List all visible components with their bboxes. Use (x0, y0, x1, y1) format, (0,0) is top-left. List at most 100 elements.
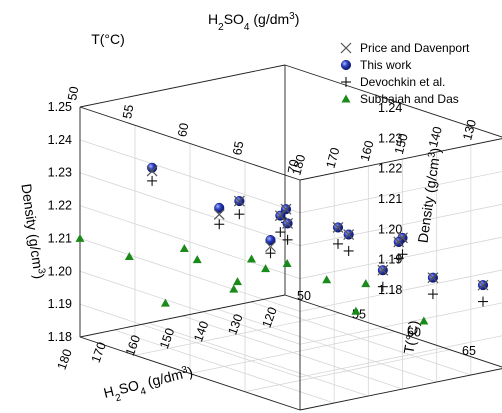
marker-stroke (274, 210, 286, 222)
axis-title-superscript: 3 (426, 151, 438, 158)
tick-h2so4-bottom: 160 (123, 333, 143, 357)
point-price-and-davenport (477, 279, 489, 291)
grid-line (299, 171, 502, 214)
axis-title-part: Density (g/cm (414, 157, 442, 244)
grid-line (189, 331, 396, 374)
grid-line (79, 172, 301, 247)
axis-title-subscript: 2 (114, 392, 122, 404)
grid-line (299, 203, 502, 247)
axis-title-part: ) (427, 147, 443, 154)
tick-density-right: 1.22 (378, 162, 402, 176)
point-devochkin-et-al (427, 289, 438, 300)
point-subbaiah-and-das (419, 316, 429, 325)
marker-stroke (343, 229, 355, 240)
axis-title-temperature-top: T(°C) (91, 31, 125, 47)
point-price-and-davenport (146, 165, 158, 177)
point-devochkin-et-al (265, 248, 276, 259)
axis-edge (79, 336, 301, 411)
tick-density-left: 1.19 (48, 297, 72, 311)
axis-edge (79, 106, 301, 181)
tick-density-right: 1.21 (378, 192, 402, 206)
tick-labels: 180 170 160 150 140 130 120 180 170 160 150 140 130 5… (48, 85, 479, 371)
data-points (75, 162, 489, 325)
axis-title-part: SO (117, 377, 141, 397)
grid-line (79, 139, 301, 214)
legend-marker-subbaiah-and-das (341, 94, 351, 103)
tick-density-left: 1.18 (48, 330, 72, 344)
legend-label-price-and-davenport: Price and Davenport (360, 41, 470, 55)
point-subbaiah-and-das (282, 259, 292, 268)
tick-h2so4-bottom: 180 (55, 347, 75, 371)
tick-density-left: 1.22 (48, 199, 72, 213)
point-this-work (147, 162, 158, 173)
tick-density-right: 1.18 (378, 283, 402, 297)
point-subbaiah-and-das (75, 233, 85, 242)
point-subbaiah-and-das (233, 277, 242, 286)
legend-marker-price-and-davenport (340, 42, 352, 54)
tick-density-left: 1.25 (48, 100, 72, 114)
point-devochkin-et-al (333, 238, 343, 249)
axis-title-part: ) (295, 11, 300, 27)
tick-temperature-top: 70 (285, 158, 301, 174)
tick-temperature-top: 60 (175, 122, 191, 138)
tick-density-left: 1.23 (48, 166, 72, 180)
point-price-and-davenport (233, 195, 245, 207)
tick-temperature-top: 65 (230, 140, 246, 156)
marker-stroke (477, 279, 489, 291)
point-price-and-davenport (343, 229, 355, 240)
axis-title-part: ) (186, 363, 194, 380)
axis-edge (284, 294, 502, 368)
grid-line (299, 335, 502, 378)
grid-line (134, 312, 341, 356)
tick-temperature-bottom: 65 (462, 344, 476, 358)
axis-title-density-left: Density (g/cm3) (18, 183, 48, 280)
point-subbaiah-and-das (192, 255, 202, 264)
axis-title-temperature-bottom: T(°C) (400, 319, 422, 355)
axis-edge (79, 64, 286, 108)
axis-title-part: (g/dm (142, 366, 184, 391)
tick-h2so4-top: 150 (392, 132, 411, 156)
point-devochkin-et-al (478, 296, 488, 307)
point-price-and-davenport (427, 272, 439, 284)
point-subbaiah-and-das (179, 244, 189, 253)
point-devochkin-et-al (275, 227, 286, 238)
point-price-and-davenport (377, 264, 389, 276)
grid-line (299, 269, 502, 312)
point-price-and-davenport (282, 217, 294, 229)
axis-title-density-right: Density (g/cm3) (414, 147, 444, 244)
tick-density-right: 1.20 (378, 222, 402, 236)
point-subbaiah-and-das (261, 264, 271, 273)
legend-label-this-work: This work (360, 58, 412, 72)
tick-h2so4-top: 180 (289, 153, 308, 177)
point-devochkin-et-al (377, 281, 388, 292)
tick-temperature-bottom: 50 (297, 289, 311, 303)
axis-title-part: Density (g/cm (18, 183, 46, 270)
point-subbaiah-and-das (361, 279, 371, 288)
marker-stroke (393, 236, 405, 248)
axis-title-part: SO (224, 11, 244, 27)
axes-frame (79, 64, 502, 411)
marker-stroke (213, 208, 225, 220)
tick-h2so4-bottom: 170 (89, 340, 109, 364)
point-subbaiah-and-das (229, 284, 239, 293)
tick-h2so4-top: 130 (460, 118, 479, 142)
legend-label-devochkin-et-al: Devochkin et al. (360, 75, 445, 89)
marker-stroke (340, 42, 352, 54)
point-devochkin-et-al (343, 245, 354, 256)
tick-density-right: 1.19 (378, 253, 402, 267)
tick-density-left: 1.20 (48, 264, 72, 278)
marker-stroke (265, 241, 276, 253)
axis-title-subscript: 4 (139, 385, 147, 397)
tick-temperature-bottom: 60 (407, 326, 421, 340)
marker-stroke (427, 272, 439, 284)
grid-line (244, 349, 451, 393)
axis-title-part: ) (31, 273, 47, 280)
tick-h2so4-bottom: 120 (260, 305, 280, 329)
marker-stroke (146, 165, 158, 177)
point-devochkin-et-al (282, 234, 293, 245)
point-this-work (265, 235, 276, 246)
tick-density-left: 1.21 (48, 231, 72, 245)
legend-marker-devochkin-et-al (341, 77, 351, 87)
grid-line (79, 270, 301, 345)
